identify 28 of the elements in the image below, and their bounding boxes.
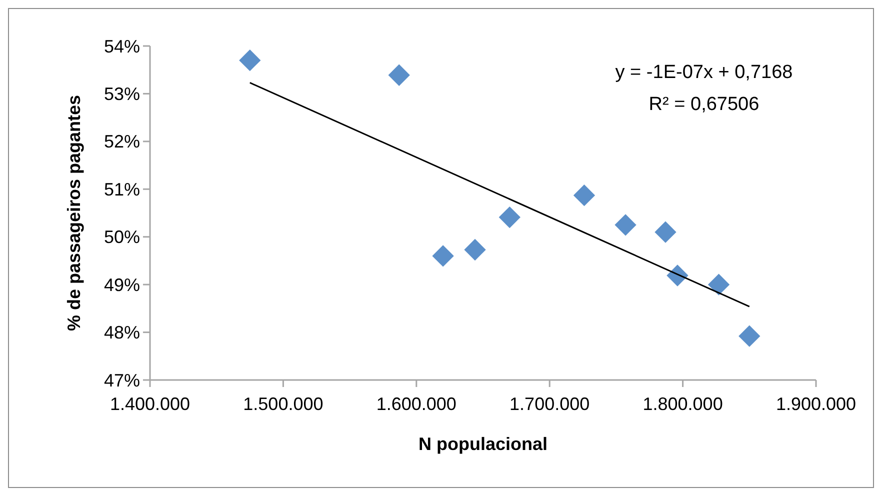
point [239,49,261,72]
y-tick-label: 48% [104,322,140,343]
point [708,274,730,296]
y-tick-label: 49% [104,274,140,295]
y-axis-title: % de passageiros pagantes [64,94,84,332]
point [614,214,636,236]
x-tick-label: 1.900.000 [776,394,856,414]
point [738,325,760,347]
point [573,184,596,206]
y-tick-label: 54% [104,36,140,56]
x-tick-label: 1.600.000 [376,394,456,414]
y-tick-label: 51% [104,179,140,200]
point [432,245,454,267]
annotation: R² = 0,67506 [648,94,760,115]
point [654,221,676,243]
x-tick-label: 1.500.000 [243,394,324,414]
x-tick-label: 1.800.000 [642,394,723,414]
x-tick-label: 1.400.000 [110,394,190,414]
y-tick-label: 53% [104,84,140,104]
x-tick-label: 1.700.000 [510,394,590,414]
annotation: y = -1E-07x + 0,7168 [615,62,793,83]
y-tick-label: 50% [104,227,140,248]
y-tick-label: 52% [104,132,140,152]
y-tick-label: 47% [104,370,140,390]
point [464,238,486,261]
point [498,206,520,228]
x-axis-title: N populacional [418,434,548,454]
point [388,64,410,86]
